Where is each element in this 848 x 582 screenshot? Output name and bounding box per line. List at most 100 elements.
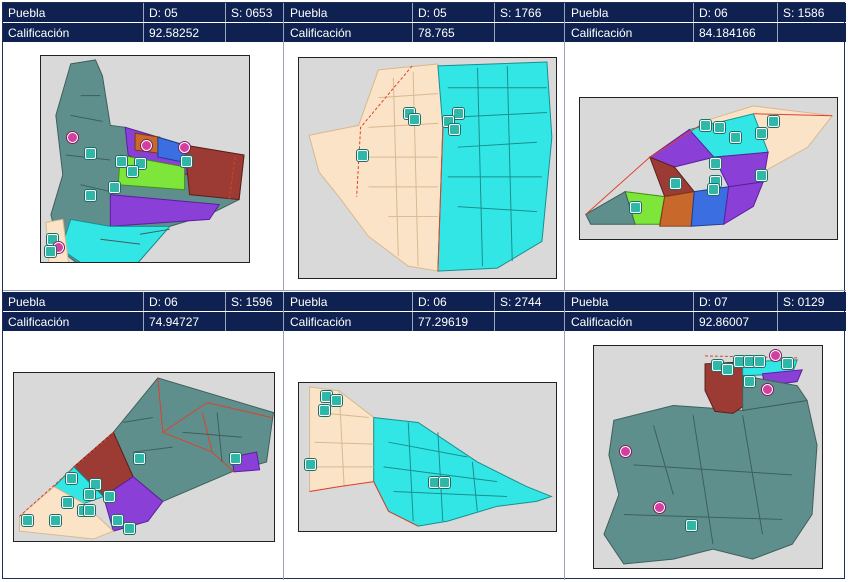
score-value: 92.58252	[149, 26, 200, 40]
school-marker-icon[interactable]	[84, 505, 95, 516]
school-marker-icon[interactable]	[85, 190, 96, 201]
center-marker-icon[interactable]	[141, 140, 152, 151]
panel-3: Puebla D: 06 S: 1586 Calificación 84.184…	[565, 3, 846, 291]
school-marker-icon[interactable]	[756, 128, 767, 139]
center-marker-icon[interactable]	[67, 132, 78, 143]
school-marker-icon[interactable]	[127, 166, 138, 177]
school-marker-icon[interactable]	[744, 376, 755, 387]
school-marker-icon[interactable]	[722, 364, 733, 375]
school-marker-icon[interactable]	[768, 116, 779, 127]
district-label: D: 05	[418, 6, 447, 20]
panel-2-map	[298, 57, 557, 279]
school-marker-icon[interactable]	[135, 158, 146, 169]
center-marker-icon[interactable]	[179, 142, 190, 153]
score-label: Calificación	[571, 315, 633, 329]
school-marker-icon[interactable]	[124, 523, 135, 534]
school-marker-icon[interactable]	[714, 122, 725, 133]
school-marker-icon[interactable]	[409, 114, 420, 125]
school-marker-icon[interactable]	[686, 520, 697, 531]
panel-6: Puebla D: 07 S: 0129 Calificación 92.860…	[565, 292, 846, 580]
score-label: Calificación	[8, 315, 70, 329]
school-marker-icon[interactable]	[782, 358, 793, 369]
state-label: Puebla	[571, 6, 609, 20]
school-marker-icon[interactable]	[116, 156, 127, 167]
school-marker-icon[interactable]	[104, 491, 115, 502]
district-label: D: 06	[418, 295, 447, 309]
school-marker-icon[interactable]	[630, 202, 641, 213]
school-marker-icon[interactable]	[331, 395, 342, 406]
school-marker-icon[interactable]	[357, 150, 368, 161]
section-label: S: 1596	[231, 295, 273, 309]
panel-5-header-row-2: Calificación 77.29619	[284, 312, 564, 331]
school-marker-icon[interactable]	[112, 515, 123, 526]
school-marker-icon[interactable]	[439, 477, 450, 488]
panel-5: Puebla D: 06 S: 2744 Calificación 77.296…	[284, 292, 565, 580]
school-marker-icon[interactable]	[50, 515, 61, 526]
school-marker-icon[interactable]	[90, 479, 101, 490]
school-marker-icon[interactable]	[700, 120, 711, 131]
section-label: S: 1586	[783, 6, 825, 20]
school-marker-icon[interactable]	[708, 184, 719, 195]
school-marker-icon[interactable]	[62, 497, 73, 508]
school-marker-icon[interactable]	[305, 459, 316, 470]
score-value: 74.94727	[149, 315, 200, 329]
section-label: S: 0653	[231, 6, 273, 20]
score-value: 92.86007	[699, 315, 750, 329]
school-marker-icon[interactable]	[449, 124, 460, 135]
school-marker-icon[interactable]	[109, 182, 120, 193]
panel-4-map-svg	[18, 377, 274, 540]
panel-5-map	[298, 382, 557, 532]
district-label: D: 06	[149, 295, 178, 309]
panel-3-map	[579, 97, 838, 240]
score-value: 84.184166	[699, 26, 756, 40]
section-label: S: 1766	[500, 6, 542, 20]
panel-1: Puebla D: 05 S: 0653 Calificación 92.582…	[3, 3, 284, 291]
panel-2-header-row-2: Calificación 78.765	[284, 23, 564, 42]
district-label: D: 06	[699, 6, 728, 20]
school-marker-icon[interactable]	[443, 116, 454, 127]
panel-5-header-row-1: Puebla D: 06 S: 2744	[284, 292, 564, 311]
school-marker-icon[interactable]	[710, 158, 721, 169]
school-marker-icon[interactable]	[84, 489, 95, 500]
panel-4-header-row-2: Calificación 74.94727	[3, 312, 283, 331]
district-label: D: 07	[699, 295, 728, 309]
school-marker-icon[interactable]	[45, 246, 56, 257]
score-label: Calificación	[8, 26, 70, 40]
school-marker-icon[interactable]	[670, 178, 681, 189]
panel-4-header-row-1: Puebla D: 06 S: 1596	[3, 292, 283, 311]
panel-1-header-row-1: Puebla D: 05 S: 0653	[3, 3, 283, 22]
district-label: D: 05	[149, 6, 178, 20]
state-label: Puebla	[290, 6, 328, 20]
school-marker-icon[interactable]	[134, 453, 145, 464]
center-marker-icon[interactable]	[770, 350, 781, 361]
panel-1-header-row-2: Calificación 92.58252	[3, 23, 283, 42]
school-marker-icon[interactable]	[230, 453, 241, 464]
section-label: S: 2744	[500, 295, 542, 309]
panel-6-header-row-1: Puebla D: 07 S: 0129	[565, 292, 846, 311]
panel-2-map-svg	[308, 61, 553, 272]
panel-6-header-row-2: Calificación 92.86007	[565, 312, 846, 331]
school-marker-icon[interactable]	[85, 148, 96, 159]
school-marker-icon[interactable]	[181, 156, 192, 167]
school-marker-icon[interactable]	[66, 473, 77, 484]
panel-2: Puebla D: 05 S: 1766 Calificación 78.765	[284, 3, 565, 291]
school-marker-icon[interactable]	[47, 234, 58, 245]
school-marker-icon[interactable]	[756, 170, 767, 181]
score-value: 78.765	[418, 26, 455, 40]
school-marker-icon[interactable]	[754, 356, 765, 367]
panel-2-header-row-1: Puebla D: 05 S: 1766	[284, 3, 564, 22]
score-label: Calificación	[290, 26, 352, 40]
state-label: Puebla	[290, 295, 328, 309]
score-label: Calificación	[290, 315, 352, 329]
panel-1-map	[40, 55, 250, 263]
school-marker-icon[interactable]	[730, 132, 741, 143]
state-label: Puebla	[8, 6, 46, 20]
center-marker-icon[interactable]	[620, 446, 631, 457]
school-marker-icon[interactable]	[22, 515, 33, 526]
school-marker-icon[interactable]	[453, 108, 464, 119]
center-marker-icon[interactable]	[762, 384, 773, 395]
state-label: Puebla	[8, 295, 46, 309]
school-marker-icon[interactable]	[319, 405, 330, 416]
center-marker-icon[interactable]	[654, 502, 665, 513]
